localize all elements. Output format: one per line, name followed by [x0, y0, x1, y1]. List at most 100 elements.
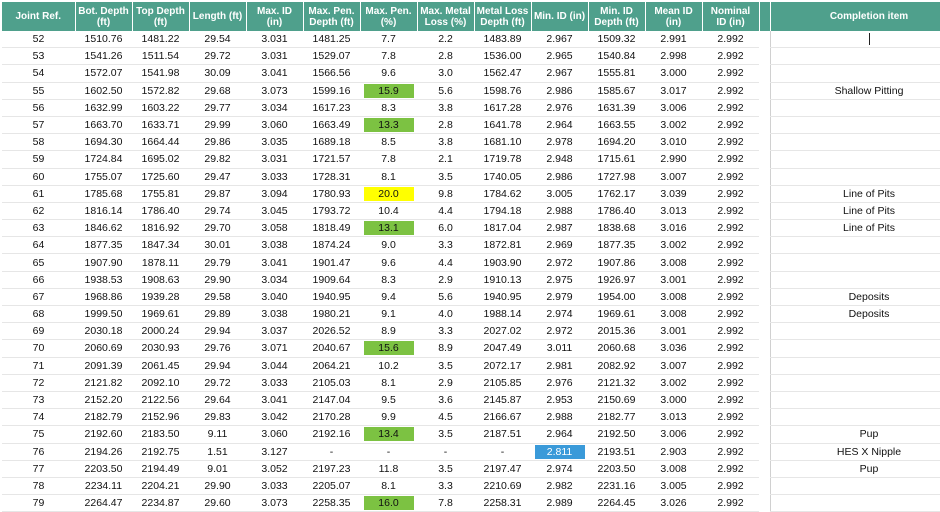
max-metal-loss-cell: 2.8	[417, 116, 474, 135]
completion-item-cell[interactable]	[769, 494, 940, 512]
completion-item-cell[interactable]	[769, 150, 940, 169]
table-row: 73 2152.20 2122.56 29.64 3.041 2147.04 9.5 3.6 2…	[2, 391, 940, 410]
completion-item-cell[interactable]: Pup	[769, 460, 940, 478]
min-id-depth-cell: 1954.00	[588, 288, 645, 307]
max-metal-loss-cell: 3.5	[417, 425, 474, 444]
min-id-cell: 3.005	[531, 185, 588, 203]
max-metal-loss-cell: 7.8	[417, 494, 474, 512]
completion-item-cell[interactable]	[769, 31, 940, 49]
min-id-value: 2.948	[546, 153, 573, 166]
max-pen-depth-cell: 2105.03	[303, 374, 360, 392]
max-pen-cell: 20.0	[360, 185, 417, 203]
completion-item-cell[interactable]: HES X Nipple	[769, 443, 940, 461]
max-metal-loss-cell: 3.0	[417, 64, 474, 83]
completion-item-cell[interactable]	[769, 236, 940, 255]
max-metal-loss-cell: 3.5	[417, 460, 474, 478]
gap-cell	[759, 134, 770, 151]
min-id-depth-cell: 1907.86	[588, 253, 645, 272]
nominal-id-cell: 2.992	[702, 408, 759, 427]
min-id-depth-cell: 1663.55	[588, 116, 645, 135]
max-pen-value: 16.0	[363, 496, 414, 511]
max-id-cell: 3.033	[246, 374, 303, 392]
table-row: 68 1999.50 1969.61 29.89 3.038 1980.21 9.1 4.0 1…	[2, 305, 940, 324]
joint-ref-cell: 54	[2, 64, 75, 83]
mean-id-cell: 3.002	[645, 236, 702, 255]
completion-item-cell[interactable]: Line of Pits	[769, 185, 940, 203]
completion-item-cell[interactable]	[769, 374, 940, 392]
min-id-depth-cell: 2060.68	[588, 339, 645, 358]
max-id-cell: 3.060	[246, 425, 303, 444]
max-pen-value: 13.4	[363, 427, 414, 442]
gap-cell	[759, 82, 770, 99]
completion-item-cell[interactable]	[769, 47, 940, 66]
max-id-cell: 3.040	[246, 288, 303, 307]
joint-ref-cell: 58	[2, 133, 75, 152]
max-id-cell: 3.031	[246, 150, 303, 169]
completion-item-cell[interactable]	[769, 64, 940, 83]
completion-item-cell[interactable]	[769, 339, 940, 358]
max-id-cell: 3.041	[246, 64, 303, 83]
completion-item-cell[interactable]	[769, 322, 940, 341]
min-id-cell: 2.969	[531, 236, 588, 255]
completion-item-cell[interactable]	[769, 408, 940, 427]
col-header-min-id-depth: Min. ID Depth (ft)	[588, 2, 646, 31]
joint-ref-cell: 74	[2, 408, 75, 427]
completion-item-cell[interactable]	[769, 391, 940, 410]
metal-loss-depth-cell: 2072.17	[474, 357, 531, 375]
col-header-max-metal-loss: Max. Metal Loss (%)	[417, 2, 475, 31]
table-body: 52 1510.76 1481.22 29.54 3.031 1481.25 7.7 2.2 1…	[2, 31, 940, 512]
mean-id-cell: 3.000	[645, 391, 702, 410]
length-cell: 29.82	[189, 150, 246, 169]
min-id-depth-cell: 2082.92	[588, 357, 645, 375]
completion-item-cell[interactable]: Deposits	[769, 288, 940, 307]
completion-item-cell[interactable]: Shallow Pitting	[769, 82, 940, 100]
max-pen-depth-cell: 2147.04	[303, 391, 360, 410]
completion-item-cell[interactable]	[769, 133, 940, 152]
table-row: 52 1510.76 1481.22 29.54 3.031 1481.25 7.7 2.2 1…	[2, 31, 940, 49]
joint-ref-cell: 76	[2, 443, 75, 461]
joint-ref-cell: 65	[2, 253, 75, 272]
completion-item-cell[interactable]	[769, 357, 940, 375]
min-id-cell: 3.011	[531, 339, 588, 358]
min-id-value: 2.978	[546, 136, 573, 149]
completion-item-cell[interactable]	[769, 271, 940, 289]
bot-depth-cell: 2030.18	[75, 322, 132, 341]
nominal-id-cell: 2.992	[702, 271, 759, 289]
mean-id-cell: 3.013	[645, 408, 702, 427]
joint-ref-cell: 59	[2, 150, 75, 169]
gap-cell	[759, 340, 770, 357]
max-metal-loss-cell: 2.8	[417, 47, 474, 66]
nominal-id-cell: 2.992	[702, 443, 759, 461]
metal-loss-depth-cell: 2210.69	[474, 477, 531, 496]
completion-item-cell[interactable]: Deposits	[769, 305, 940, 324]
max-pen-depth-cell: 1940.95	[303, 288, 360, 307]
metal-loss-depth-cell: 1784.62	[474, 185, 531, 203]
joint-ref-cell: 79	[2, 494, 75, 512]
completion-item-cell[interactable]: Line of Pits	[769, 219, 940, 238]
metal-loss-depth-cell: 1988.14	[474, 305, 531, 324]
completion-item-cell[interactable]: Pup	[769, 425, 940, 444]
completion-item-cell[interactable]	[769, 168, 940, 186]
length-cell: 29.87	[189, 185, 246, 203]
completion-item-cell[interactable]	[769, 253, 940, 272]
min-id-cell: 2.988	[531, 408, 588, 427]
table-row: 55 1602.50 1572.82 29.68 3.073 1599.16 15.9 5.6…	[2, 82, 940, 100]
joint-ref-cell: 69	[2, 322, 75, 341]
min-id-cell: 2.972	[531, 322, 588, 341]
completion-item-cell[interactable]	[769, 99, 940, 117]
bot-depth-cell: 2192.60	[75, 425, 132, 444]
completion-item-cell[interactable]: Line of Pits	[769, 202, 940, 221]
completion-item-cell[interactable]	[769, 116, 940, 135]
min-id-depth-cell: 1969.61	[588, 305, 645, 324]
col-header-joint-ref: Joint Ref.	[2, 2, 76, 31]
mean-id-cell: 3.006	[645, 99, 702, 117]
max-pen-value: 13.3	[363, 118, 414, 133]
max-pen-cell: 9.9	[360, 408, 417, 427]
max-metal-loss-cell: 3.5	[417, 168, 474, 186]
bot-depth-cell: 1694.30	[75, 133, 132, 152]
max-id-cell: 3.127	[246, 443, 303, 461]
length-cell: 29.86	[189, 133, 246, 152]
min-id-depth-cell: 2182.77	[588, 408, 645, 427]
table-row: 69 2030.18 2000.24 29.94 3.037 2026.52 8.9 3.3 2…	[2, 322, 940, 341]
